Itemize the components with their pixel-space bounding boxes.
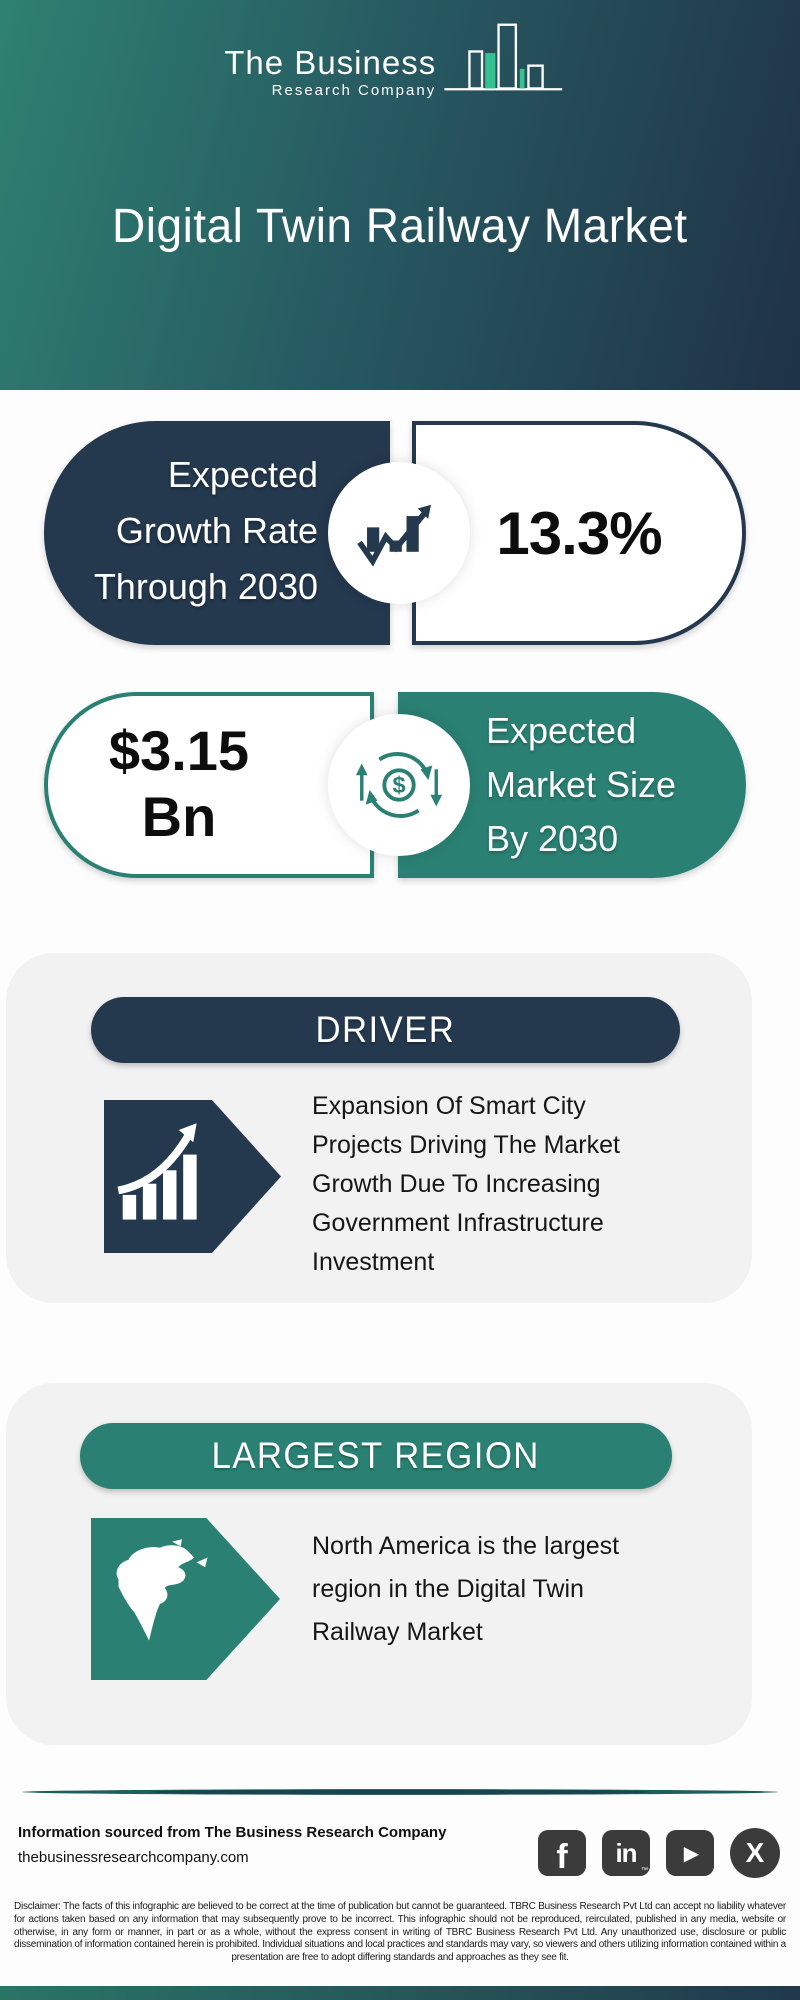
- social-links: f in ™ ▶ X: [538, 1828, 780, 1878]
- driver-heading-pill: DRIVER: [91, 997, 680, 1063]
- source-info: Information sourced from The Business Re…: [18, 1820, 446, 1870]
- footer-divider: [20, 1782, 780, 1795]
- source-line: Information sourced from The Business Re…: [18, 1824, 447, 1841]
- header-banner: The Business Research Company Digital Tw…: [0, 0, 800, 390]
- company-logo: The Business Research Company: [224, 18, 563, 101]
- logo-name-line1: The Business: [224, 44, 437, 81]
- page-title: Digital Twin Railway Market: [112, 200, 688, 253]
- largest-region-heading-pill: LARGEST REGION: [80, 1423, 672, 1489]
- svg-text:$: $: [392, 772, 405, 798]
- facebook-icon[interactable]: f: [538, 1830, 586, 1876]
- driver-text: Expansion Of Smart City Projects Driving…: [312, 1092, 620, 1276]
- growth-trend-icon: [328, 462, 470, 604]
- growth-rate-value: 13.3%: [496, 499, 662, 567]
- largest-region-section: LARGEST REGION North America is the larg…: [6, 1383, 752, 1745]
- growth-rate-card: Expected Growth Rate Through 2030 13.3%: [44, 421, 746, 645]
- youtube-icon[interactable]: ▶: [666, 1830, 714, 1876]
- bottom-accent-bar: [0, 1986, 800, 2000]
- linkedin-icon[interactable]: in ™: [602, 1830, 650, 1876]
- logo-bar-chart-icon: [444, 18, 563, 101]
- largest-region-text: North America is the largest region in t…: [312, 1532, 620, 1646]
- driver-section: DRIVER Expansion Of Smart City Projects …: [6, 953, 752, 1303]
- logo-name-line2: Research Company: [271, 82, 437, 99]
- market-size-card: $3.15 Bn Expected Market Size By 2030: [44, 692, 746, 878]
- money-cycle-icon: $: [328, 714, 470, 856]
- x-twitter-icon[interactable]: X: [730, 1828, 780, 1878]
- company-logo-text: The Business Research Company: [224, 46, 436, 101]
- bar-chart-arrow-icon: [104, 1100, 281, 1253]
- website-url: thebusinessresearchcompany.com: [18, 1849, 249, 1866]
- north-america-map-icon: [91, 1518, 280, 1680]
- disclaimer-text: Disclaimer: The facts of this infographi…: [14, 1901, 786, 1964]
- market-size-value: $3.15 Bn: [44, 692, 374, 878]
